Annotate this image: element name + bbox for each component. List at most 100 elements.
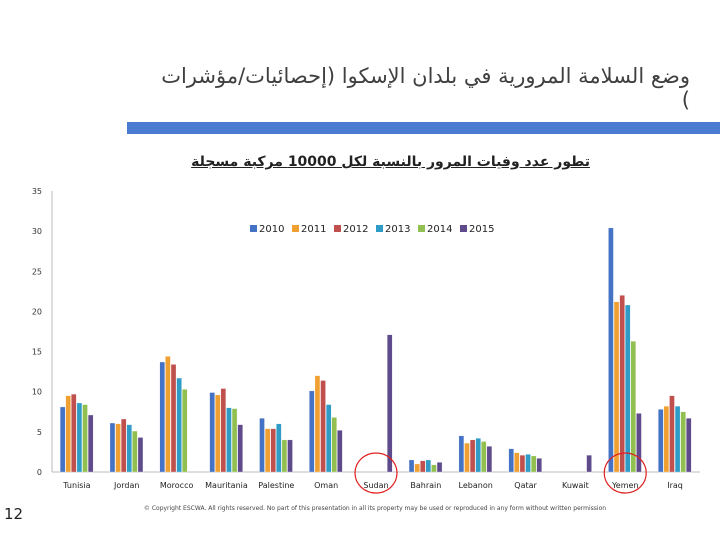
bar-yemen-2010: [608, 227, 614, 473]
bar-bahrain-2010: [408, 459, 415, 473]
slide-title: وضع السلامة المرورية في بلدان الإسكوا (إ…: [161, 64, 690, 112]
bar-morocco-2010: [159, 361, 165, 473]
highlight-circles: [354, 452, 647, 494]
x-tick-label: Jordan: [113, 481, 139, 490]
bar-yemen-2014: [630, 340, 636, 473]
x-tick-label: Morocco: [160, 481, 194, 490]
bar-lebanon-2014: [481, 441, 487, 473]
x-tick-label: Bahrain: [410, 481, 441, 490]
bar-bahrain-2014: [431, 464, 437, 473]
bar-oman-2013: [326, 404, 332, 473]
legend-swatch-2013: [376, 225, 383, 232]
page-number: 12: [4, 505, 24, 523]
bar-jordan-2010: [109, 422, 116, 473]
bar-palestine-2010: [259, 418, 265, 473]
bar-bahrain-2012: [420, 460, 426, 473]
y-tick-label: 35: [32, 187, 42, 196]
bar-kuwait-2015: [586, 454, 592, 473]
bar-tunisia-2012: [71, 393, 77, 473]
chart-legend: 2010 2011 2012 2013 2014 2015: [250, 224, 494, 235]
bar-tunisia-2013: [76, 402, 83, 473]
y-tick-label: 10: [32, 388, 42, 397]
bar-sudan-2015: [387, 334, 393, 473]
bar-iraq-2015: [686, 418, 692, 473]
bar-jordan-2015: [137, 437, 144, 473]
bar-qatar-2012: [519, 454, 526, 473]
bar-tunisia-2011: [65, 395, 71, 473]
bar-mauritania-2014: [231, 408, 238, 473]
bar-lebanon-2012: [469, 439, 476, 473]
legend-label-2015: 2015: [469, 224, 494, 235]
x-tick-label: Lebanon: [459, 481, 493, 490]
bar-lebanon-2011: [464, 442, 470, 473]
legend-swatch-2011: [292, 225, 299, 232]
bar-palestine-2011: [264, 428, 271, 473]
bar-morocco-2014: [182, 389, 188, 473]
bar-jordan-2013: [126, 424, 132, 473]
bar-mauritania-2013: [226, 407, 232, 473]
bar-tunisia-2010: [59, 406, 66, 473]
bar-qatar-2015: [536, 458, 542, 473]
y-tick-label: 30: [32, 227, 42, 236]
bar-iraq-2014: [680, 411, 686, 473]
bar-palestine-2015: [287, 439, 293, 473]
x-tick-label: Kuwait: [562, 481, 589, 490]
bar-lebanon-2013: [475, 438, 481, 473]
bar-jordan-2014: [132, 430, 138, 473]
bar-mauritania-2012: [220, 388, 227, 473]
x-tick-label: Yemen: [611, 481, 639, 490]
bar-mauritania-2011: [215, 394, 221, 473]
x-tick-label: Qatar: [514, 481, 537, 490]
bar-palestine-2012: [270, 428, 276, 473]
y-tick-label: 20: [32, 307, 42, 316]
legend-swatch-2014: [418, 225, 425, 232]
bar-oman-2012: [320, 380, 326, 473]
bar-morocco-2011: [165, 356, 171, 473]
bar-qatar-2011: [514, 452, 520, 473]
bar-palestine-2014: [281, 439, 288, 473]
bar-jordan-2012: [121, 418, 127, 473]
bar-iraq-2010: [658, 409, 664, 473]
bar-iraq-2013: [674, 406, 681, 473]
legend-label-2011: 2011: [301, 224, 326, 235]
bar-qatar-2014: [530, 455, 537, 473]
x-tick-label: Palestine: [258, 481, 294, 490]
y-tick-label: 15: [32, 348, 42, 357]
title-accent-bar: [127, 122, 720, 134]
category-labels: Tunisia Jordan Morocco Mauritania Palestine O…: [62, 481, 683, 490]
chart-title: تطور عدد وفيات المرور بالنسبة لكل 10000 …: [191, 154, 590, 170]
legend-label-2014: 2014: [427, 224, 452, 235]
bar-oman-2014: [331, 417, 337, 473]
bar-yemen-2015: [636, 413, 642, 473]
bar-oman-2015: [337, 430, 343, 473]
chart-bars: [59, 227, 692, 473]
bar-bahrain-2015: [436, 462, 443, 473]
x-tick-label: Mauritania: [205, 481, 248, 490]
bar-iraq-2011: [663, 406, 670, 473]
bar-lebanon-2010: [458, 435, 465, 473]
bar-morocco-2013: [176, 377, 182, 473]
y-tick-label: 0: [37, 468, 42, 477]
highlight-circle-sudan: [354, 452, 398, 494]
x-tick-label: Oman: [314, 481, 338, 490]
bar-mauritania-2015: [237, 424, 243, 473]
bar-qatar-2010: [508, 448, 514, 473]
legend-label-2012: 2012: [343, 224, 368, 235]
bar-qatar-2013: [525, 454, 531, 473]
x-tick-label: Iraq: [667, 481, 683, 490]
legend-label-2010: 2010: [259, 224, 284, 235]
bar-lebanon-2015: [486, 446, 493, 473]
copyright-notice: © Copyright ESCWA. All rights reserved. …: [143, 505, 607, 512]
bar-mauritania-2010: [209, 392, 215, 473]
bar-oman-2011: [314, 375, 321, 473]
x-tick-label: Sudan: [363, 481, 388, 490]
legend-label-2013: 2013: [385, 224, 410, 235]
bar-oman-2010: [309, 390, 315, 473]
legend-swatch-2010: [250, 225, 257, 232]
bar-tunisia-2014: [82, 404, 88, 473]
x-tick-label: Tunisia: [62, 481, 90, 490]
bar-bahrain-2011: [414, 463, 420, 473]
bar-palestine-2013: [276, 423, 282, 473]
bar-morocco-2012: [170, 364, 177, 473]
bar-tunisia-2015: [87, 414, 94, 473]
